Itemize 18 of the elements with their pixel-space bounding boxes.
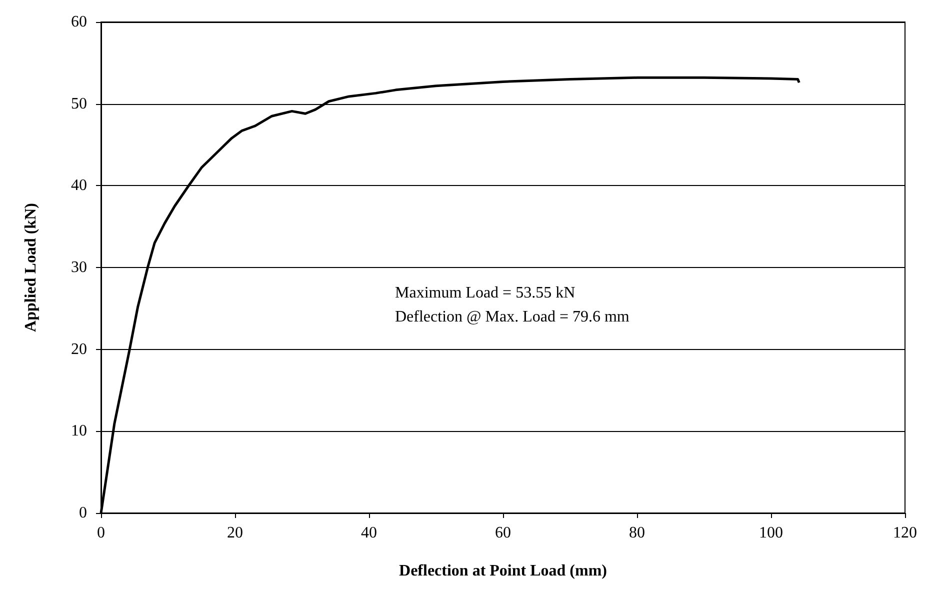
x-tick-label: 80 <box>629 524 645 542</box>
y-tick-label: 10 <box>71 422 87 440</box>
y-axis-title: Applied Load (kN) <box>22 203 40 332</box>
annotation: Deflection @ Max. Load = 79.6 mm <box>395 308 630 326</box>
x-tick-label: 40 <box>361 524 377 542</box>
y-tick-label: 50 <box>71 95 87 112</box>
y-tick-label: 40 <box>71 177 87 194</box>
annotation: Maximum Load = 53.55 kN <box>395 284 576 302</box>
y-tick-label: 0 <box>79 504 87 522</box>
x-tick-label: 20 <box>227 524 243 542</box>
y-tick-label: 30 <box>71 259 87 276</box>
x-axis-title: Deflection at Point Load (mm) <box>399 562 607 580</box>
y-tick-label: 60 <box>71 14 87 30</box>
x-tick-label: 60 <box>495 524 511 542</box>
x-tick-label: 0 <box>97 524 105 542</box>
x-tick-label: 100 <box>759 524 783 542</box>
x-tick-label: 120 <box>893 524 917 542</box>
y-tick-label: 20 <box>71 340 87 358</box>
